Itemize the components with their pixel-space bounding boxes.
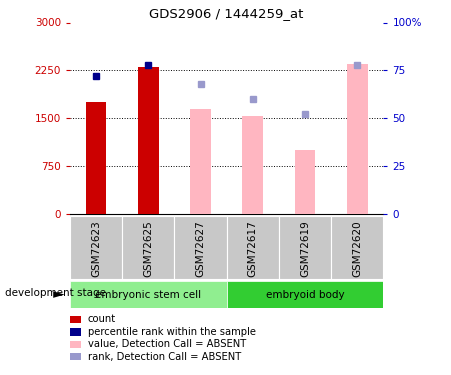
Bar [122, 216, 175, 279]
Text: GSM72627: GSM72627 [195, 221, 206, 278]
Text: percentile rank within the sample: percentile rank within the sample [88, 327, 256, 337]
Text: embryonic stem cell: embryonic stem cell [95, 290, 201, 300]
Bar [295, 150, 315, 214]
Text: GSM72625: GSM72625 [143, 221, 153, 278]
Text: count: count [88, 315, 116, 324]
Bar [331, 216, 383, 279]
Polygon shape [53, 291, 64, 298]
Bar [138, 67, 159, 214]
Bar [226, 216, 279, 279]
Bar [86, 102, 106, 214]
Title: GDS2906 / 1444259_at: GDS2906 / 1444259_at [149, 7, 304, 20]
Bar [70, 281, 226, 308]
Bar [70, 216, 122, 279]
Bar [190, 109, 211, 214]
Bar [242, 116, 263, 214]
Text: GSM72617: GSM72617 [248, 221, 258, 278]
Bar [347, 64, 368, 214]
Text: value, Detection Call = ABSENT: value, Detection Call = ABSENT [88, 339, 246, 349]
Text: GSM72619: GSM72619 [300, 221, 310, 278]
Bar [226, 281, 383, 308]
Text: GSM72620: GSM72620 [352, 221, 362, 278]
Text: GSM72623: GSM72623 [91, 221, 101, 278]
Text: rank, Detection Call = ABSENT: rank, Detection Call = ABSENT [88, 352, 241, 362]
Bar [175, 216, 226, 279]
Text: development stage: development stage [5, 288, 106, 298]
Text: embryoid body: embryoid body [266, 290, 344, 300]
Bar [279, 216, 331, 279]
